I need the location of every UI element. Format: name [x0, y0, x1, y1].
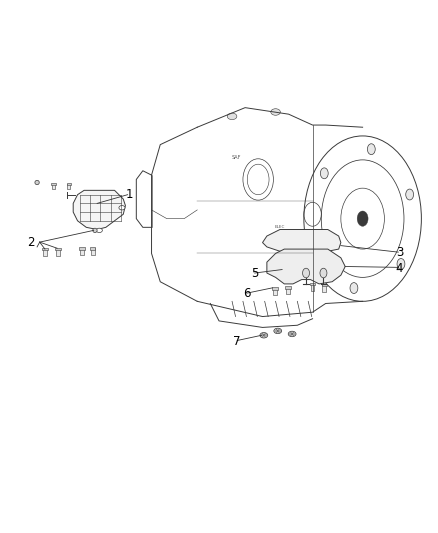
Bar [310, 283, 315, 285]
Polygon shape [267, 249, 345, 284]
Text: 1: 1 [126, 188, 134, 201]
Bar [67, 183, 71, 185]
Bar [273, 288, 276, 295]
Ellipse shape [367, 144, 375, 155]
Bar [56, 249, 60, 256]
Ellipse shape [119, 206, 125, 210]
Ellipse shape [274, 328, 282, 334]
Text: 4: 4 [396, 262, 403, 274]
Ellipse shape [35, 180, 39, 184]
Bar [55, 248, 60, 251]
Ellipse shape [288, 331, 296, 337]
Bar [52, 184, 55, 189]
Bar [321, 284, 327, 286]
Bar [286, 287, 290, 294]
Bar [67, 184, 71, 189]
Bar [272, 287, 278, 289]
Ellipse shape [406, 189, 413, 200]
Bar [43, 249, 47, 256]
Text: 3: 3 [396, 246, 403, 259]
Ellipse shape [271, 109, 280, 115]
Ellipse shape [357, 211, 368, 226]
Bar [80, 248, 84, 255]
Ellipse shape [93, 228, 97, 232]
Ellipse shape [397, 259, 405, 269]
Ellipse shape [320, 168, 328, 179]
Text: ELEC: ELEC [275, 225, 285, 229]
Bar [91, 248, 95, 255]
Bar [51, 183, 56, 185]
Ellipse shape [303, 268, 310, 278]
Bar [322, 285, 326, 292]
Ellipse shape [96, 228, 102, 232]
Text: 7: 7 [233, 335, 240, 348]
Polygon shape [262, 230, 341, 251]
Bar [285, 286, 290, 289]
Text: 2: 2 [27, 236, 35, 249]
Ellipse shape [260, 333, 268, 338]
Bar [90, 247, 95, 249]
Text: 5: 5 [251, 267, 258, 280]
Text: SAF: SAF [232, 155, 241, 160]
Bar [79, 247, 85, 249]
Ellipse shape [227, 113, 237, 119]
Bar [311, 284, 314, 291]
Ellipse shape [350, 282, 358, 294]
Polygon shape [73, 190, 125, 230]
Text: 6: 6 [244, 287, 251, 301]
Ellipse shape [312, 237, 319, 248]
Bar [42, 248, 48, 251]
Ellipse shape [320, 268, 327, 278]
